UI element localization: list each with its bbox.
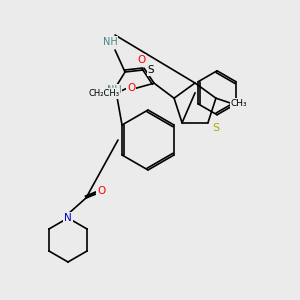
- Text: O: O: [97, 186, 105, 196]
- Text: O: O: [137, 55, 145, 65]
- Text: S: S: [148, 65, 154, 75]
- Text: CH₂CH₃: CH₂CH₃: [88, 89, 120, 98]
- Text: N: N: [64, 213, 72, 223]
- Text: NH: NH: [106, 85, 122, 95]
- Text: S: S: [212, 123, 220, 133]
- Text: CH₃: CH₃: [231, 99, 247, 108]
- Text: O: O: [127, 83, 135, 93]
- Text: NH: NH: [103, 37, 117, 47]
